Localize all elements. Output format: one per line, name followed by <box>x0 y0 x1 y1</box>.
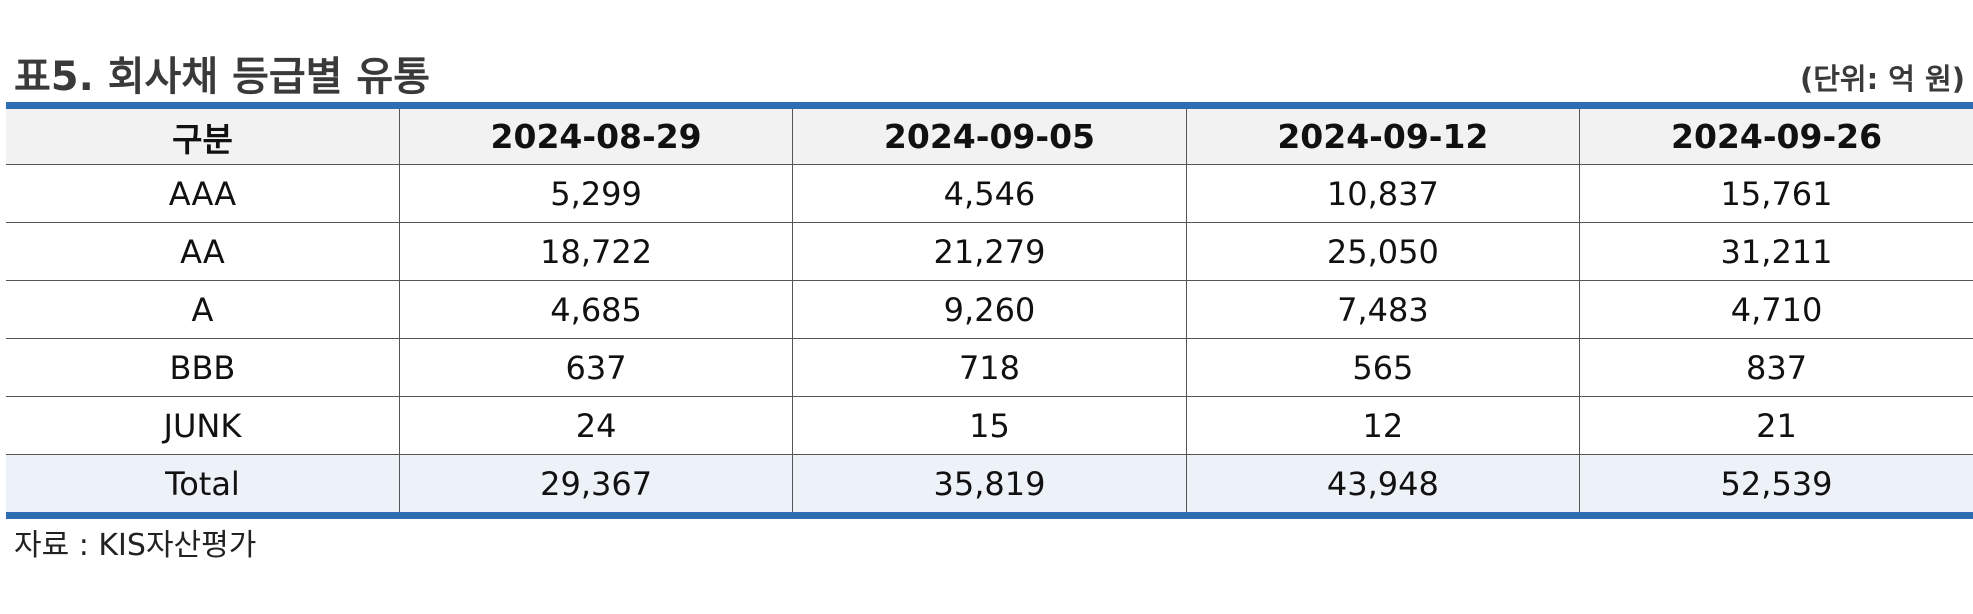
table-row: AA 18,722 21,279 25,050 31,211 <box>6 222 1973 281</box>
table-row: AAA 5,299 4,546 10,837 15,761 <box>6 164 1973 223</box>
table-cell: 35,819 <box>792 454 1187 516</box>
row-label: A <box>6 280 400 339</box>
table-cell: 10,837 <box>1185 164 1581 223</box>
header-date: 2024-09-05 <box>792 105 1187 165</box>
row-label: BBB <box>6 338 400 397</box>
table-cell: 15 <box>792 396 1187 455</box>
table-cell: 15,761 <box>1579 164 1973 223</box>
header-date: 2024-08-29 <box>398 105 794 165</box>
bond-distribution-table: 구분 2024-08-29 2024-09-05 2024-09-12 2024… <box>6 102 1973 519</box>
table-cell: 4,546 <box>792 164 1187 223</box>
table-cell: 52,539 <box>1579 454 1973 516</box>
table-cell: 31,211 <box>1579 222 1973 281</box>
table-row: JUNK 24 15 12 21 <box>6 396 1973 455</box>
source-note: 자료 : KIS자산평가 <box>14 528 257 563</box>
table-cell: 718 <box>792 338 1187 397</box>
row-label: Total <box>6 454 400 516</box>
row-label: AA <box>6 222 400 281</box>
header-row: 구분 2024-08-29 2024-09-05 2024-09-12 2024… <box>6 105 1973 165</box>
table-row: BBB 637 718 565 837 <box>6 338 1973 397</box>
table-cell: 4,685 <box>398 280 794 339</box>
table-cell: 5,299 <box>398 164 794 223</box>
table-cell: 7,483 <box>1185 280 1581 339</box>
header-date: 2024-09-26 <box>1579 105 1973 165</box>
header-date: 2024-09-12 <box>1185 105 1581 165</box>
table-cell: 29,367 <box>398 454 794 516</box>
row-label: JUNK <box>6 396 400 455</box>
row-label: AAA <box>6 164 400 223</box>
table-row: A 4,685 9,260 7,483 4,710 <box>6 280 1973 339</box>
table-cell: 637 <box>398 338 794 397</box>
table-cell: 837 <box>1579 338 1973 397</box>
total-row: Total 29,367 35,819 43,948 52,539 <box>6 454 1973 516</box>
table-cell: 18,722 <box>398 222 794 281</box>
table-cell: 21,279 <box>792 222 1187 281</box>
table-cell: 43,948 <box>1185 454 1581 516</box>
unit-label: (단위: 억 원) <box>1799 62 1965 96</box>
table-cell: 24 <box>398 396 794 455</box>
table-cell: 21 <box>1579 396 1973 455</box>
header-category: 구분 <box>6 105 400 165</box>
table-title: 표5. 회사채 등급별 유통 <box>14 54 431 100</box>
data-table-container: 구분 2024-08-29 2024-09-05 2024-09-12 2024… <box>6 102 1973 519</box>
table-cell: 12 <box>1185 396 1581 455</box>
table-cell: 25,050 <box>1185 222 1581 281</box>
table-cell: 4,710 <box>1579 280 1973 339</box>
table-cell: 565 <box>1185 338 1581 397</box>
table-cell: 9,260 <box>792 280 1187 339</box>
